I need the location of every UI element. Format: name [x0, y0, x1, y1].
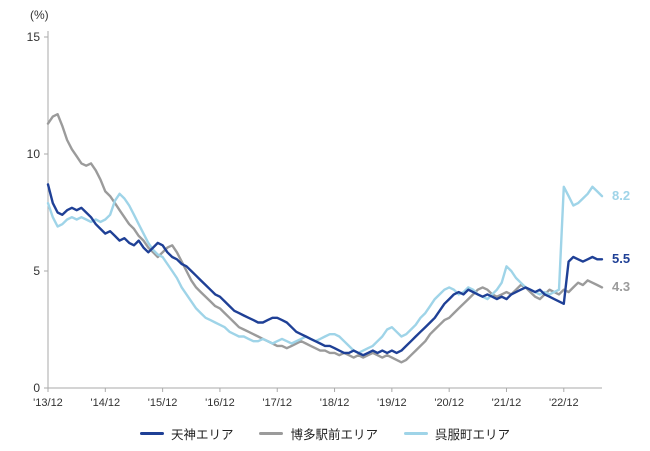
series-line-2 [46, 185, 604, 355]
legend-item-gofukumachi: 呉服町エリア [404, 424, 510, 443]
chart-legend: 天神エリア 博多駅前エリア 呉服町エリア [0, 424, 650, 443]
x-tick-label: '20/12 [434, 397, 464, 409]
x-tick-label: '22/12 [549, 397, 579, 409]
hakata-line-swatch-icon [259, 432, 284, 435]
x-tick-label: '18/12 [320, 397, 350, 409]
series-line-1 [46, 112, 604, 364]
y-tick-label: 0 [33, 381, 40, 395]
x-tick-label: '16/12 [205, 397, 235, 409]
legend-item-tenjin: 天神エリア [139, 424, 234, 443]
chart-plot: 0 5 10 15 '13/12 '14/12 '15/12 '16/12 '17/12 '18/… [27, 30, 604, 409]
x-tick-label: '13/12 [33, 397, 63, 409]
x-tick-label: '17/12 [262, 397, 292, 409]
legend-item-hakata: 博多駅前エリア [259, 424, 378, 443]
legend-label-gofukumachi: 呉服町エリア [435, 428, 511, 442]
end-label-gofukumachi: 8.2 [612, 188, 631, 204]
y-tick-label: 15 [27, 30, 41, 44]
x-tick-label: '14/12 [90, 397, 120, 409]
series-line-0 [46, 183, 604, 357]
end-label-tenjin: 5.5 [612, 251, 631, 267]
y-tick-label: 5 [33, 264, 40, 278]
gofukumachi-line-swatch-icon [404, 432, 428, 435]
legend-label-hakata: 博多駅前エリア [290, 428, 378, 442]
y-axis-unit-label: (%) [30, 8, 49, 22]
legend-label-tenjin: 天神エリア [170, 428, 234, 442]
x-tick-label: '19/12 [377, 397, 407, 409]
y-tick-label: 10 [27, 147, 41, 161]
tenjin-line-swatch-icon [139, 432, 164, 435]
x-tick-label: '15/12 [148, 397, 178, 409]
x-tick-label: '21/12 [492, 397, 522, 409]
end-label-hakata: 4.3 [612, 279, 631, 295]
